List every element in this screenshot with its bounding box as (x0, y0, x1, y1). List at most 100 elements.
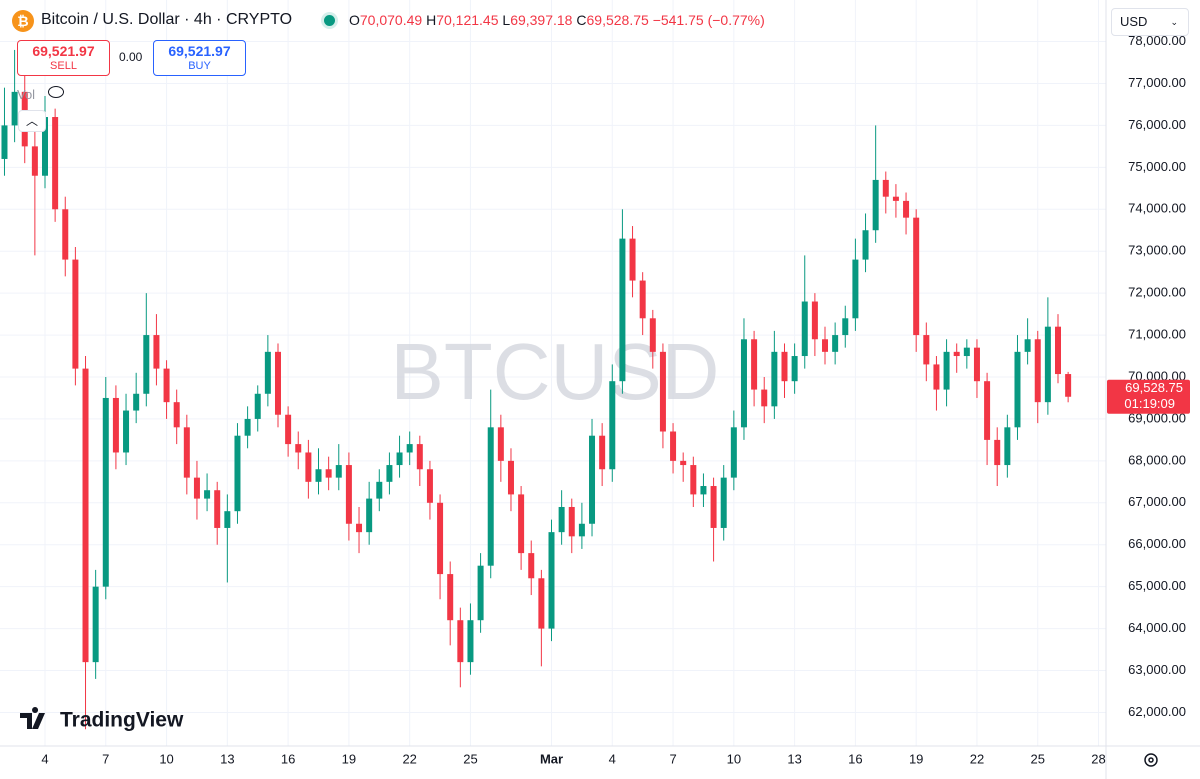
candle-body (609, 381, 616, 470)
candle-body (497, 427, 504, 461)
candle-body (761, 389, 768, 407)
bitcoin-icon: ₿ (12, 10, 34, 32)
currency[interactable]: USD (1120, 14, 1148, 29)
y-tick-label: 69,000.00 (1128, 410, 1186, 425)
candle-body (315, 469, 322, 482)
candle-body (92, 586, 99, 663)
brand: TradingView (60, 709, 184, 732)
candle-body (1014, 351, 1021, 428)
candle-body (690, 465, 697, 495)
watermark: BTCUSD (391, 327, 720, 416)
x-tick-label: 19 (342, 751, 356, 766)
candle-body (943, 351, 950, 390)
candle-body (133, 393, 140, 411)
candle-body (771, 351, 778, 407)
candle-body (1034, 339, 1041, 403)
candle-body (1024, 339, 1031, 352)
y-tick-label: 76,000.00 (1128, 117, 1186, 132)
candle-body (994, 439, 1001, 466)
candle-body (822, 339, 829, 352)
candle-body (507, 460, 514, 495)
y-tick-label: 67,000.00 (1128, 494, 1186, 509)
y-tick-label: 64,000.00 (1128, 620, 1186, 635)
candle-body (781, 351, 788, 382)
candle-body (933, 364, 940, 390)
candle-body (406, 444, 413, 453)
close-value: 69,528.75 (586, 12, 649, 28)
sell-label[interactable]: SELL (50, 60, 77, 72)
candle-body (751, 339, 758, 390)
low-label: L (502, 12, 511, 28)
candle-body (923, 335, 930, 365)
x-tick-label: 7 (669, 751, 676, 766)
candle-body (163, 368, 170, 403)
candle-body (274, 351, 281, 415)
candle-body (649, 318, 656, 352)
candle-body (153, 335, 160, 369)
candle-body (882, 179, 889, 197)
candle-body (720, 477, 727, 528)
y-tick-label: 62,000.00 (1128, 704, 1186, 719)
candle-body (366, 498, 373, 533)
candle-body (1065, 374, 1072, 397)
candle-body (457, 620, 464, 663)
candle-body (680, 460, 687, 466)
buy-price[interactable]: 69,521.97 (168, 43, 231, 59)
candle-body (1055, 326, 1061, 375)
candle-body (305, 452, 312, 482)
dropdown-arrow[interactable]: ⌄ (1170, 17, 1178, 27)
y-tick-label: 75,000.00 (1128, 159, 1186, 174)
last-price-label: 69,528.75 (1125, 380, 1183, 395)
candle-body (528, 553, 535, 579)
market-status (324, 15, 335, 26)
candle-body (568, 506, 575, 537)
open-value: 70,070.49 (359, 12, 423, 28)
gear-center[interactable] (1148, 757, 1154, 763)
candle-body (1044, 326, 1051, 403)
buy-label[interactable]: BUY (188, 60, 211, 72)
x-tick-label: 13 (787, 751, 801, 766)
candle-body (892, 196, 899, 201)
candle-body (112, 397, 119, 453)
candle-body (973, 347, 980, 382)
candle-body (629, 238, 636, 281)
ohlc-legend: O70,070.49 H70,121.45 L69,397.18 C69,528… (349, 12, 765, 28)
settings-icon[interactable] (1144, 753, 1158, 767)
buy-button[interactable]: 69,521.97 BUY (153, 40, 246, 76)
sell-button[interactable]: 69,521.97 SELL (17, 40, 110, 76)
tradingview-logo: TradingView (20, 707, 184, 732)
candle-body (62, 209, 69, 260)
candle-body (295, 444, 302, 453)
hide-volume-icon[interactable] (48, 86, 64, 98)
gear[interactable] (1144, 753, 1158, 767)
candle-body (477, 565, 484, 621)
candle-body (538, 578, 545, 629)
candle-body (123, 410, 130, 453)
candle-body (984, 381, 991, 440)
y-tick-label: 63,000.00 (1128, 662, 1186, 677)
candle-body (578, 523, 585, 537)
candle-body (356, 523, 363, 533)
y-tick-label: 74,000.00 (1128, 201, 1186, 216)
candle-body (862, 230, 869, 260)
close-label: C (576, 12, 587, 28)
sell-price[interactable]: 69,521.97 (32, 43, 95, 59)
collapse-button[interactable]: ︿ (18, 110, 46, 132)
y-tick-label: 70,000.00 (1128, 368, 1186, 383)
x-tick-label: 25 (463, 751, 477, 766)
candle-body (872, 179, 879, 231)
candle-body (325, 469, 332, 478)
candle-body (842, 318, 849, 336)
candle-body (710, 486, 717, 528)
candle-body (487, 427, 494, 566)
candle-body (953, 351, 960, 357)
candle-body (1, 125, 8, 159)
currency-select[interactable]: USD ⌄ (1111, 8, 1189, 36)
y-tick-label: 73,000.00 (1128, 243, 1186, 258)
low-value: 69,397.18 (510, 12, 573, 28)
candle-body (832, 335, 839, 352)
candle-body (173, 402, 180, 428)
